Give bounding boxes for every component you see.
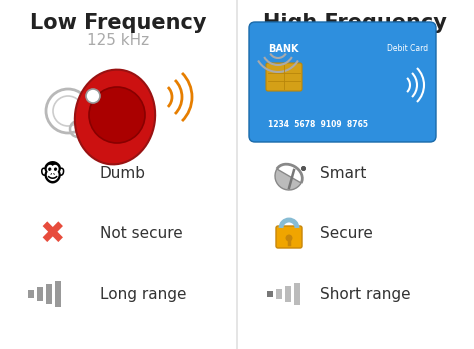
Text: BANK: BANK <box>268 44 299 54</box>
Circle shape <box>285 235 292 242</box>
Bar <box>285 286 291 302</box>
Text: Secure: Secure <box>320 227 373 242</box>
Circle shape <box>86 89 100 103</box>
Text: 🐵: 🐵 <box>38 162 66 186</box>
Text: 125 kHz: 125 kHz <box>87 33 149 48</box>
Ellipse shape <box>75 70 155 164</box>
FancyBboxPatch shape <box>266 63 302 91</box>
Text: Dumb: Dumb <box>100 166 146 181</box>
Bar <box>267 291 273 297</box>
Text: Not secure: Not secure <box>100 227 183 242</box>
FancyBboxPatch shape <box>249 22 436 142</box>
Text: ✖: ✖ <box>39 220 65 248</box>
Text: 13.56 MHz: 13.56 MHz <box>314 33 396 48</box>
Bar <box>276 289 282 299</box>
Text: Long range: Long range <box>100 287 186 302</box>
Bar <box>28 290 34 298</box>
Bar <box>37 287 43 301</box>
Text: Debit Card: Debit Card <box>387 44 428 53</box>
Text: Low Frequency: Low Frequency <box>30 13 206 33</box>
Wedge shape <box>275 169 301 190</box>
Text: Short range: Short range <box>320 287 410 302</box>
Bar <box>55 281 61 307</box>
Bar <box>294 283 300 305</box>
Text: High Frequency: High Frequency <box>263 13 447 33</box>
Bar <box>46 284 52 304</box>
Text: Smart: Smart <box>320 166 366 181</box>
FancyBboxPatch shape <box>276 226 302 248</box>
Circle shape <box>89 87 145 143</box>
Text: 1234  5678  9109  8765: 1234 5678 9109 8765 <box>268 120 368 129</box>
